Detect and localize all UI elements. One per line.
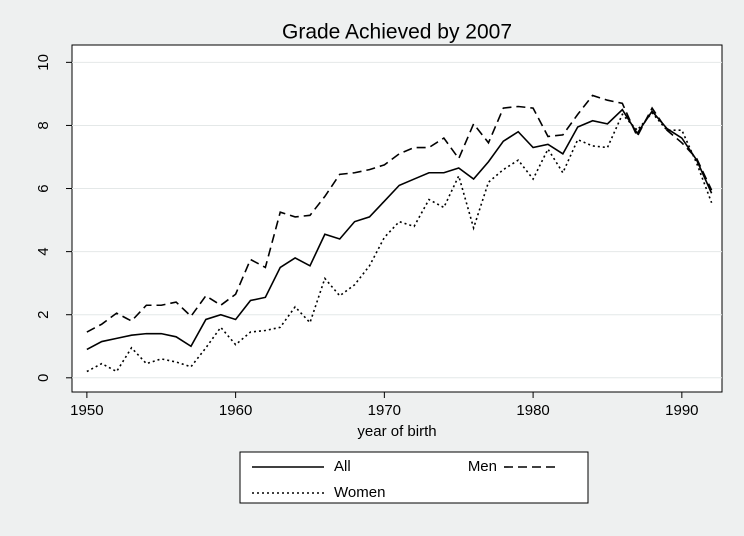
x-tick-label: 1970 <box>368 402 401 419</box>
y-tick-label: 0 <box>35 374 52 382</box>
legend-label: Women <box>334 484 385 501</box>
legend-label: Men <box>468 458 497 475</box>
x-tick-label: 1950 <box>70 402 103 419</box>
legend <box>239 451 589 504</box>
y-tick-label: 4 <box>35 247 52 255</box>
x-tick-label: 1980 <box>516 402 549 419</box>
x-axis-title: year of birth <box>357 423 436 440</box>
y-tick-label: 6 <box>35 184 52 192</box>
y-tick-label: 10 <box>35 54 52 71</box>
legend-label: All <box>334 458 351 475</box>
y-tick-label: 8 <box>35 121 52 129</box>
x-tick-label: 1960 <box>219 402 252 419</box>
chart-title: Grade Achieved by 2007 <box>282 21 512 44</box>
series-line <box>86 108 713 351</box>
series-line <box>86 94 713 333</box>
y-tick-label: 2 <box>35 311 52 319</box>
plot-area <box>71 44 723 393</box>
x-tick-label: 1990 <box>665 402 698 419</box>
